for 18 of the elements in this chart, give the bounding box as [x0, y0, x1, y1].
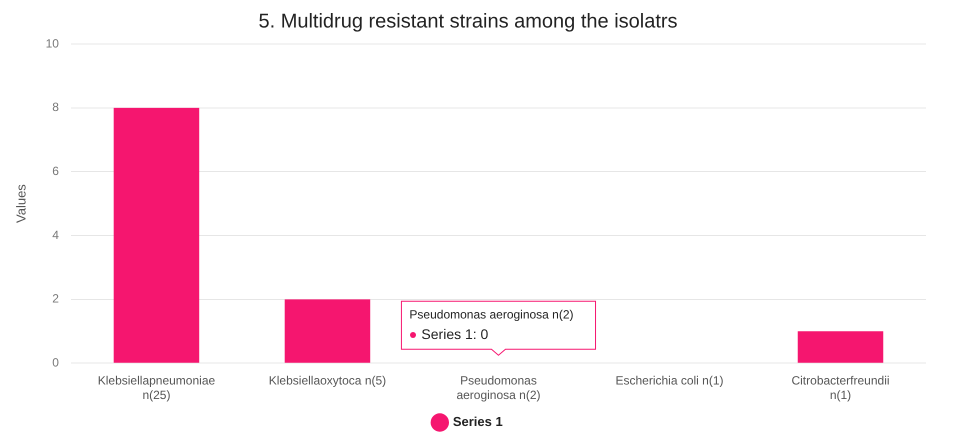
y-axis-title: Values [13, 184, 28, 223]
x-tick-label: Klebsiellaoxytoca n(5) [268, 374, 386, 388]
annotation: Pseudomonas aeroginosa n(2) Series 1: 0 [409, 308, 574, 342]
x-tick-label: Klebsiellapneumoniae n(25) [98, 374, 216, 402]
bar [798, 331, 884, 363]
bar [284, 299, 370, 363]
y-tick-label: 6 [52, 164, 60, 178]
chart-title: 5. Multidrug resistant strains among the isolatrs [258, 10, 678, 33]
y-tick-label: 0 [52, 356, 60, 370]
legend-label: Series 1 [452, 414, 503, 430]
x-tick-label: Citrobacterfreundii n(1) [791, 374, 890, 402]
x-tick-label: Escherichia coli n(1) [615, 374, 724, 388]
x-tick-label: Pseudomonas aeroginosa n(2) [456, 374, 541, 402]
y-tick-label: 2 [52, 292, 60, 306]
bar [114, 108, 200, 363]
y-tick-label: 4 [52, 228, 60, 242]
y-tick-label: 8 [52, 100, 60, 114]
y-tick-label: 10 [46, 36, 60, 50]
